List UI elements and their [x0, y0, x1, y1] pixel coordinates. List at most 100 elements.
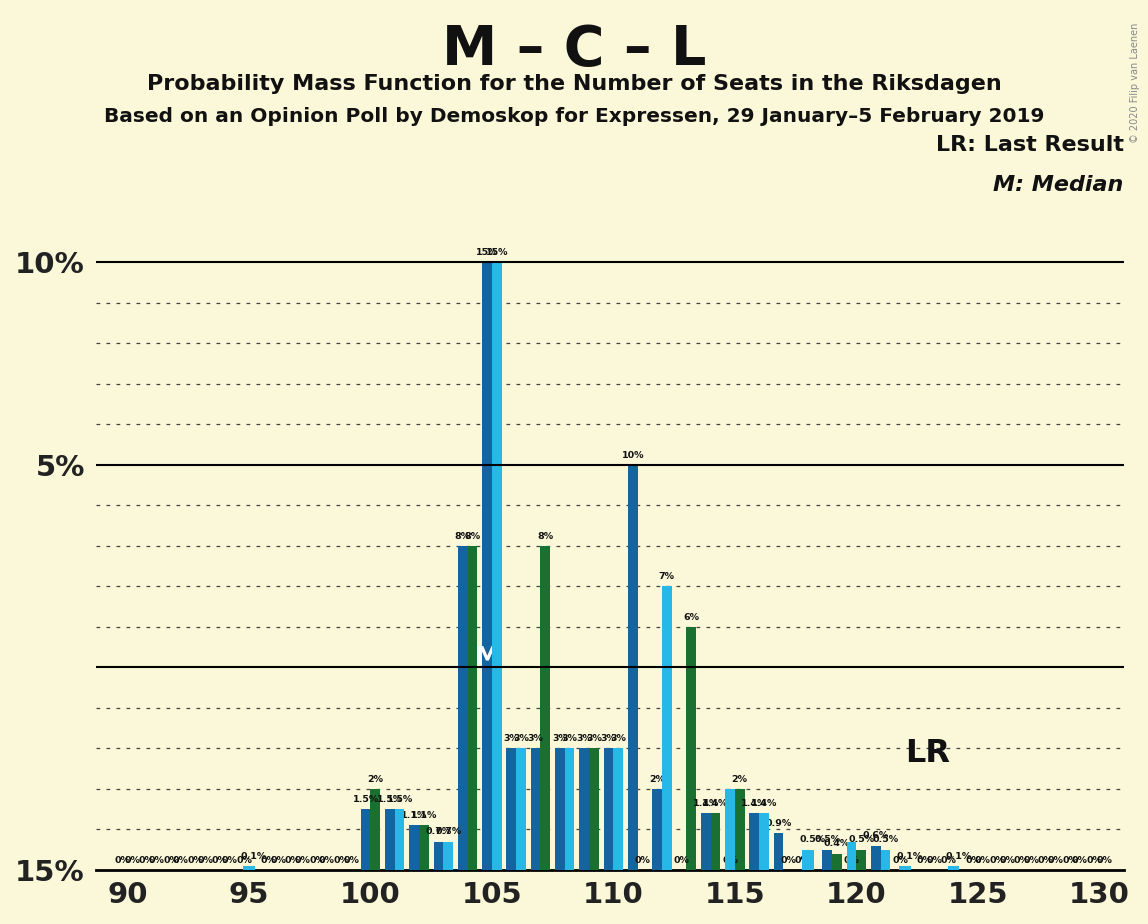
Bar: [948, 866, 960, 869]
Text: 0%: 0%: [916, 856, 932, 865]
Bar: [871, 845, 881, 869]
Bar: [700, 813, 711, 869]
Bar: [385, 809, 395, 869]
Text: 0%: 0%: [285, 856, 301, 865]
Text: 0.7%: 0.7%: [435, 827, 461, 836]
Bar: [371, 789, 380, 869]
Text: 1.1%: 1.1%: [401, 811, 427, 821]
Text: 0%: 0%: [965, 856, 980, 865]
Text: 0%: 0%: [1038, 856, 1054, 865]
Text: M – C – L: M – C – L: [442, 23, 706, 77]
Text: 6%: 6%: [683, 613, 699, 622]
Bar: [711, 813, 720, 869]
Bar: [556, 748, 565, 869]
Text: LR: LR: [905, 737, 949, 769]
Text: 0%: 0%: [1072, 856, 1088, 865]
Text: 0%: 0%: [261, 856, 277, 865]
Text: 8%: 8%: [537, 531, 553, 541]
Bar: [458, 546, 467, 869]
Text: Based on an Opinion Poll by Demoskop for Expressen, 29 January–5 February 2019: Based on an Opinion Poll by Demoskop for…: [103, 107, 1045, 127]
Text: 15%: 15%: [486, 249, 509, 257]
Bar: [726, 789, 735, 869]
Text: 0%: 0%: [187, 856, 203, 865]
Text: 0%: 0%: [722, 856, 738, 865]
Text: 1.4%: 1.4%: [703, 799, 729, 808]
Text: 1.5%: 1.5%: [377, 795, 403, 804]
Text: 0%: 0%: [926, 856, 943, 865]
Bar: [589, 748, 599, 869]
Bar: [687, 626, 696, 869]
Text: 0.4%: 0.4%: [824, 839, 850, 848]
Text: 0%: 0%: [333, 856, 349, 865]
Text: 3%: 3%: [552, 735, 568, 743]
Bar: [613, 748, 623, 869]
Text: 1.4%: 1.4%: [751, 799, 777, 808]
Text: 0%: 0%: [236, 856, 253, 865]
Text: 0%: 0%: [1014, 856, 1030, 865]
Bar: [832, 854, 841, 869]
Text: 0.5%: 0.5%: [872, 835, 899, 845]
Text: 15%: 15%: [475, 249, 498, 257]
Bar: [735, 789, 745, 869]
Text: 0%: 0%: [794, 856, 810, 865]
Text: 0.5%: 0.5%: [814, 835, 840, 845]
Text: 0%: 0%: [674, 856, 689, 865]
Text: 2%: 2%: [731, 774, 747, 784]
Text: LR: Last Result: LR: Last Result: [936, 135, 1124, 155]
Text: 1.5%: 1.5%: [387, 795, 412, 804]
Text: 1.4%: 1.4%: [692, 799, 719, 808]
Text: 0%: 0%: [270, 856, 286, 865]
Text: 0.6%: 0.6%: [862, 832, 889, 840]
Bar: [360, 809, 371, 869]
Text: 0%: 0%: [319, 856, 334, 865]
Text: 3%: 3%: [513, 735, 529, 743]
Text: 0%: 0%: [1086, 856, 1102, 865]
Text: 0%: 0%: [173, 856, 188, 865]
Text: 2%: 2%: [649, 774, 665, 784]
Bar: [899, 866, 910, 869]
Text: 0%: 0%: [940, 856, 956, 865]
Text: 7%: 7%: [659, 572, 675, 581]
Text: 0%: 0%: [343, 856, 359, 865]
Bar: [662, 587, 672, 869]
Text: 0.5%: 0.5%: [799, 835, 825, 845]
Text: 0%: 0%: [1096, 856, 1112, 865]
Text: M: Median: M: Median: [993, 175, 1124, 195]
Bar: [750, 813, 759, 869]
Bar: [802, 850, 814, 869]
Bar: [434, 842, 443, 869]
Text: 0.1%: 0.1%: [945, 852, 971, 860]
Text: 0.1%: 0.1%: [241, 852, 267, 860]
Bar: [506, 748, 517, 869]
Bar: [846, 842, 856, 869]
Bar: [419, 825, 428, 869]
Bar: [243, 866, 255, 869]
Text: 0%: 0%: [1048, 856, 1063, 865]
Text: 0.9%: 0.9%: [766, 820, 792, 828]
Text: 3%: 3%: [600, 735, 616, 743]
Bar: [580, 748, 589, 869]
Text: Probability Mass Function for the Number of Seats in the Riksdagen: Probability Mass Function for the Number…: [147, 74, 1001, 94]
Bar: [530, 748, 541, 869]
Bar: [774, 833, 783, 869]
Text: 0%: 0%: [222, 856, 238, 865]
Bar: [759, 813, 769, 869]
Text: 0%: 0%: [309, 856, 325, 865]
Text: 8%: 8%: [455, 531, 471, 541]
Bar: [565, 748, 574, 869]
Text: 3%: 3%: [528, 735, 543, 743]
Text: 1.5%: 1.5%: [352, 795, 379, 804]
Text: 0.5%: 0.5%: [848, 835, 875, 845]
Text: 0%: 0%: [844, 856, 860, 865]
Text: 0%: 0%: [115, 856, 131, 865]
Bar: [604, 748, 613, 869]
Text: 0%: 0%: [1023, 856, 1039, 865]
Text: 3%: 3%: [585, 735, 602, 743]
Text: 0.7%: 0.7%: [425, 827, 451, 836]
Text: 1.4%: 1.4%: [742, 799, 768, 808]
Text: 0%: 0%: [990, 856, 1006, 865]
Text: © 2020 Filip van Laenen: © 2020 Filip van Laenen: [1130, 23, 1140, 143]
Text: 1.1%: 1.1%: [411, 811, 437, 821]
Bar: [822, 850, 832, 869]
Bar: [652, 789, 662, 869]
